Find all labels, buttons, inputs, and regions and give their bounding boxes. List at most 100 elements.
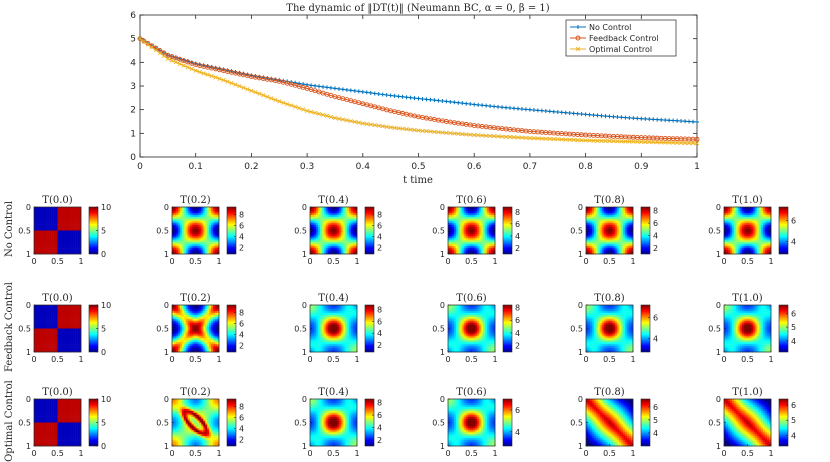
heatmap-cell xyxy=(724,246,727,249)
heatmap-cell xyxy=(71,222,74,225)
heatmap-cell xyxy=(35,322,39,325)
heatmap-cell xyxy=(321,224,324,227)
heatmap-cell xyxy=(331,234,334,237)
heatmap-cell xyxy=(45,330,48,333)
heatmap-cell xyxy=(53,212,56,216)
heatmap-cell xyxy=(75,310,78,314)
heatmap-cell xyxy=(343,216,346,219)
heatmap-cell xyxy=(749,236,752,239)
heatmap-cell xyxy=(35,252,39,255)
heatmap-cell xyxy=(39,340,43,343)
heatmap-cell xyxy=(37,318,41,321)
heatmap-cell xyxy=(449,210,453,214)
heatmap-cell xyxy=(73,220,76,223)
heatmap-cell xyxy=(203,224,206,227)
heatmap-cell xyxy=(199,214,202,218)
heatmap-cell xyxy=(621,216,624,219)
heatmap-cell xyxy=(473,240,476,243)
heatmap-cell xyxy=(341,236,344,239)
heatmap-cell xyxy=(34,320,37,323)
heatmap-cell xyxy=(215,252,218,255)
heatmap-cell xyxy=(739,244,742,247)
heatmap-cell xyxy=(631,242,634,245)
heatmap-cell xyxy=(743,236,746,239)
heatmap-cell xyxy=(745,226,748,229)
heatmap-cell xyxy=(319,212,322,216)
heatmap-cell xyxy=(345,212,348,216)
heatmap-cell xyxy=(51,230,54,233)
heatmap-cell xyxy=(343,252,346,255)
heatmap-cell xyxy=(47,212,50,216)
heatmap-cell xyxy=(455,228,459,231)
heatmap-cell xyxy=(493,234,496,237)
colorbar-tick-label: 6 xyxy=(377,222,382,231)
heatmap-cell xyxy=(465,240,468,243)
series-point xyxy=(448,131,453,136)
heatmap-cell xyxy=(765,222,768,225)
heatmap-cell xyxy=(173,248,177,251)
heatmap-cell xyxy=(71,348,74,351)
panel-x-tick-label: 1 xyxy=(768,257,773,266)
heatmap-cell xyxy=(189,350,192,353)
heatmap-cell xyxy=(49,218,52,221)
heatmap-cell xyxy=(741,238,744,241)
heatmap-cell xyxy=(623,246,626,249)
heatmap-cell xyxy=(69,306,72,310)
heatmap-cell xyxy=(63,238,66,241)
series-point xyxy=(579,112,584,117)
heatmap-cell xyxy=(351,246,354,249)
heatmap-cell xyxy=(603,240,606,243)
heatmap-cell xyxy=(351,248,354,251)
heatmap-cell xyxy=(477,210,480,214)
heatmap-cell xyxy=(77,248,80,251)
heatmap-cell xyxy=(727,248,731,251)
heatmap-cell xyxy=(67,240,70,243)
heatmap-cell xyxy=(34,336,37,339)
heatmap-cell xyxy=(473,226,476,229)
heatmap-cell xyxy=(43,314,46,317)
heatmap-cell xyxy=(310,208,313,212)
heatmap-cell xyxy=(39,234,43,237)
heatmap-cell xyxy=(173,218,177,221)
heatmap-cell xyxy=(63,224,66,227)
heatmap-cell xyxy=(621,222,624,225)
heatmap-cell xyxy=(319,220,322,223)
heatmap-cell xyxy=(459,246,462,249)
heatmap-cell xyxy=(477,242,480,245)
heatmap-cell xyxy=(457,246,460,249)
heatmap-cell xyxy=(195,214,198,218)
heatmap-cell xyxy=(453,252,457,255)
heatmap-cell xyxy=(63,310,66,314)
heatmap-cell xyxy=(211,232,214,235)
heatmap-cell xyxy=(629,228,632,231)
heatmap-cell xyxy=(479,230,482,233)
heatmap-cell xyxy=(183,336,186,339)
heatmap-cell xyxy=(75,348,78,351)
heatmap-cell xyxy=(35,232,39,235)
heatmap-cell xyxy=(173,230,177,233)
heatmap-cell xyxy=(611,222,614,225)
heatmap-cell xyxy=(79,332,82,335)
heatmap-cell xyxy=(201,240,204,243)
heatmap-cell xyxy=(65,346,68,349)
heatmap-cell xyxy=(37,226,41,229)
heatmap-cell xyxy=(621,226,624,229)
heatmap-cell xyxy=(37,216,41,219)
heatmap-cell xyxy=(35,218,39,221)
heatmap-cell xyxy=(71,218,74,221)
heatmap-cell xyxy=(329,216,332,219)
heatmap-cell xyxy=(465,212,468,216)
heatmap-cell xyxy=(35,305,39,308)
heatmap-cell xyxy=(615,218,618,221)
heatmap-cell xyxy=(183,234,186,237)
heatmap-cell xyxy=(59,210,62,214)
heatmap-cell xyxy=(67,224,70,227)
heatmap-cell xyxy=(203,222,206,225)
series-point xyxy=(340,87,345,92)
heatmap-cell xyxy=(451,246,455,249)
heatmap-cell xyxy=(69,222,72,225)
heatmap-cell xyxy=(735,232,738,235)
heatmap-cell xyxy=(747,246,750,249)
heatmap-cell xyxy=(483,238,486,241)
heatmap-cell xyxy=(53,224,56,227)
